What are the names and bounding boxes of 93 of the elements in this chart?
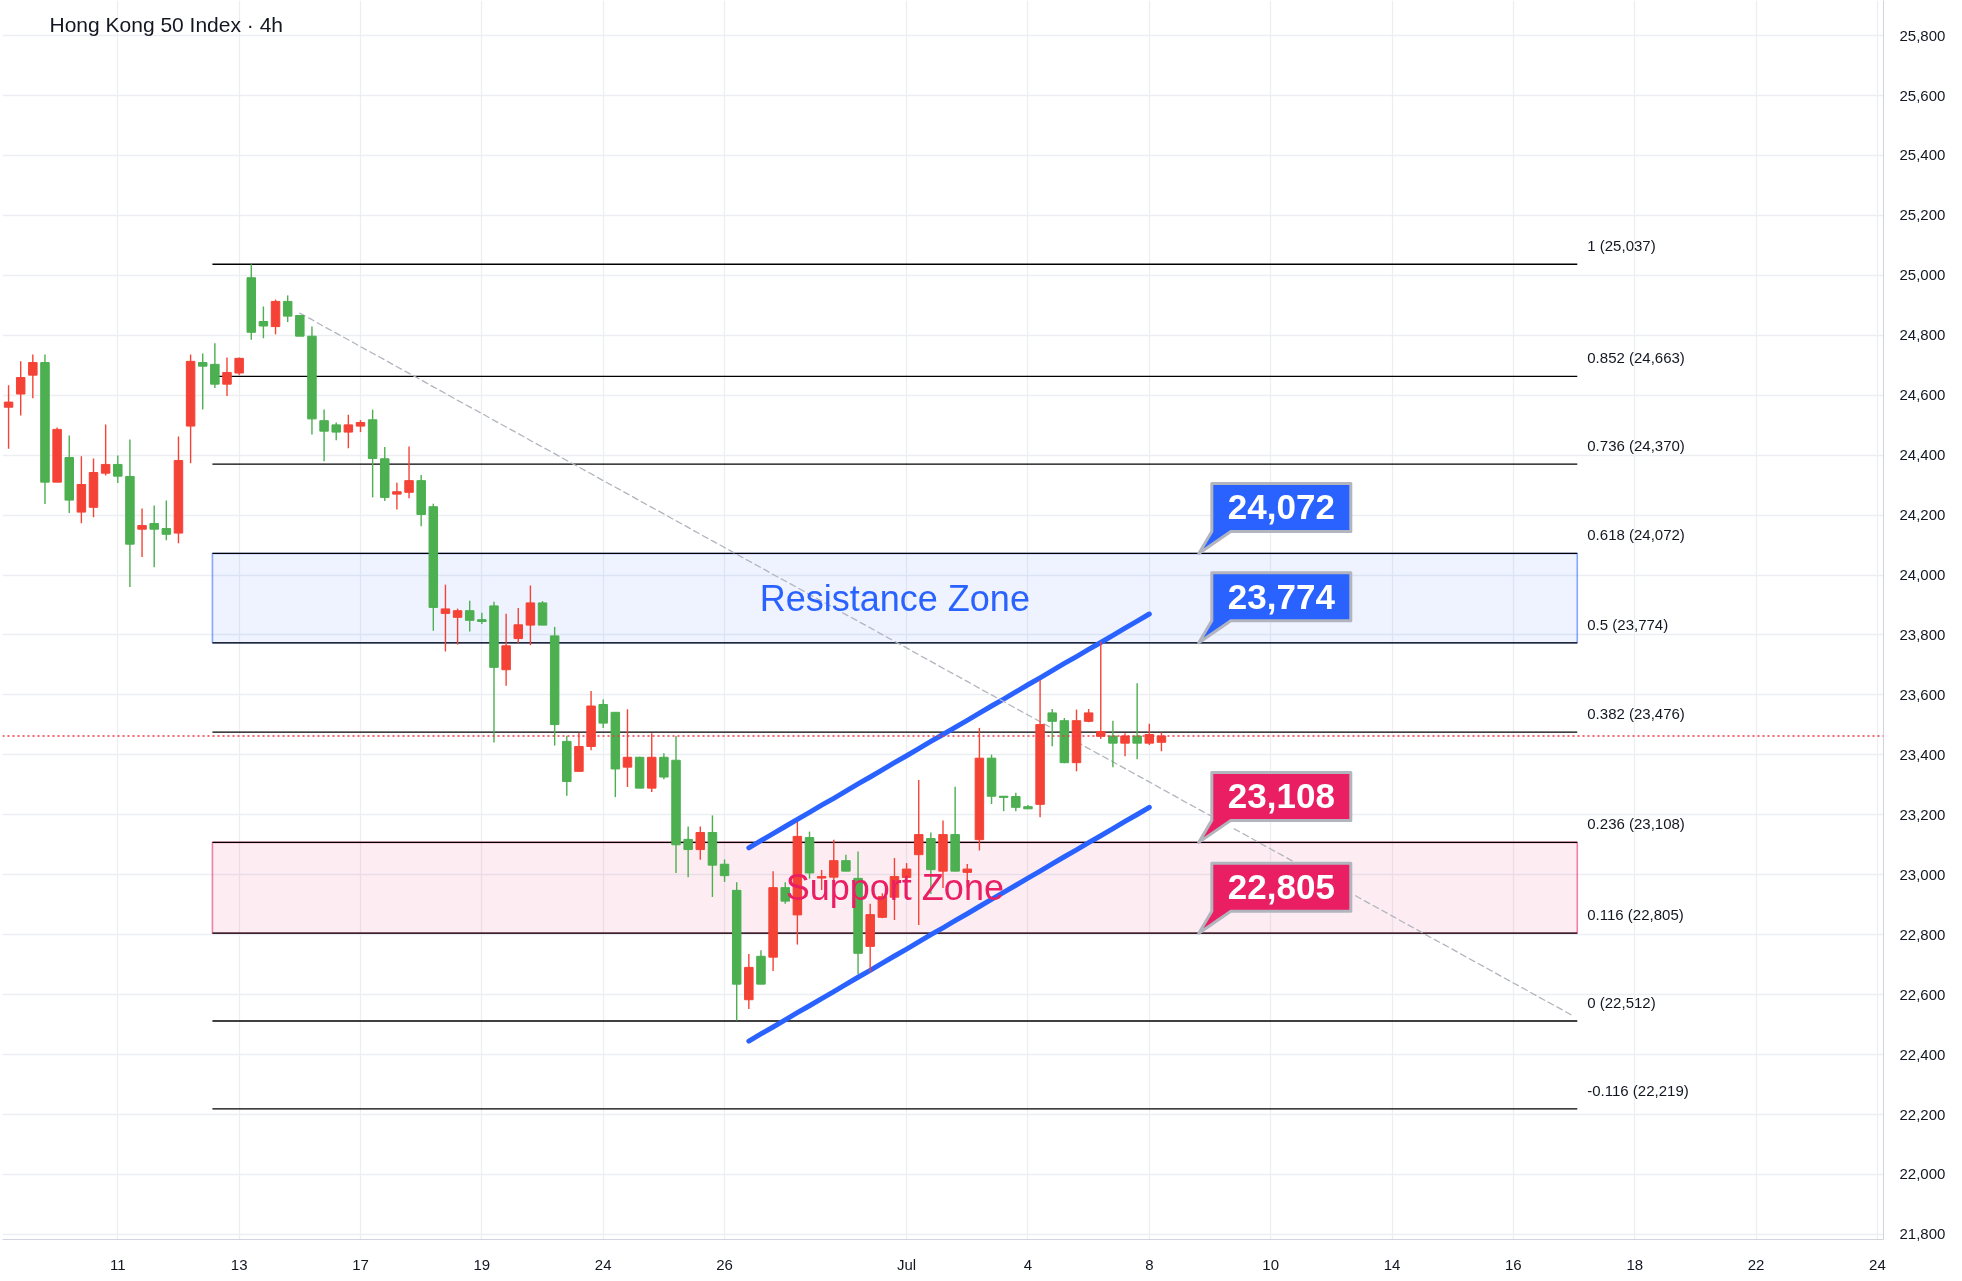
- ref-line-label: 0.852 (24,663): [1587, 349, 1685, 367]
- candlestick: [622, 708, 633, 788]
- candlestick: [1156, 731, 1167, 752]
- x-tick-label: 17: [352, 1255, 369, 1273]
- x-tick-label: 13: [230, 1255, 248, 1273]
- band-label: Resistance Zone: [759, 577, 1030, 619]
- y-tick-label: 22,800: [1899, 925, 1946, 943]
- x-tick-label: 18: [1626, 1255, 1644, 1273]
- candlestick: [392, 482, 402, 511]
- candlestick: [440, 583, 451, 653]
- candlestick: [1132, 682, 1142, 761]
- candlestick: [464, 600, 475, 633]
- candlestick: [404, 445, 414, 500]
- candlestick: [683, 825, 693, 878]
- x-tick-label: 22: [1747, 1255, 1765, 1273]
- y-tick-label: 25,200: [1899, 206, 1946, 224]
- y-tick-label: 23,400: [1899, 745, 1946, 763]
- candlestick: [525, 584, 536, 646]
- x-tick-label: 11: [110, 1255, 126, 1273]
- ref-line-label: 0.618 (24,072): [1587, 526, 1685, 544]
- candlestick: [452, 607, 463, 646]
- x-tick-label: 19: [473, 1255, 491, 1273]
- ref-line-label: 0.236 (23,108): [1587, 815, 1685, 833]
- x-tick-label: 24: [594, 1255, 612, 1273]
- ref-line-label: 0.5 (23,774): [1587, 615, 1669, 633]
- x-tick-label: 10: [1262, 1255, 1279, 1273]
- y-tick-label: 24,600: [1899, 386, 1946, 404]
- ref-line-label: 0.382 (23,476): [1587, 705, 1685, 723]
- candlestick: [1108, 720, 1118, 768]
- candlestick: [1011, 791, 1021, 812]
- candlestick: [15, 360, 26, 417]
- y-tick-label: 22,000: [1899, 1165, 1946, 1183]
- ref-line-label: 0.736 (24,370): [1587, 437, 1685, 455]
- y-tick-label: 24,200: [1899, 506, 1946, 524]
- y-tick-label: 25,800: [1899, 26, 1946, 44]
- y-tick-label: 22,400: [1899, 1045, 1946, 1063]
- candlestick: [501, 613, 511, 687]
- x-tick-label: 14: [1383, 1255, 1401, 1273]
- candlestick: [295, 314, 305, 337]
- candlestick: [258, 305, 269, 339]
- candlestick: [28, 353, 38, 399]
- candlestick: [1144, 723, 1155, 746]
- x-tick-label: 24: [1869, 1255, 1886, 1273]
- candlestick: [659, 752, 669, 780]
- candlestick: [1096, 640, 1106, 740]
- y-tick-label: 25,000: [1899, 266, 1946, 284]
- y-tick-label: 23,200: [1899, 805, 1946, 823]
- x-tick-label: Jul: [897, 1255, 917, 1273]
- text: Hong Kong 50 Index · 4h: [49, 13, 284, 36]
- x-tick-label: 16: [1505, 1255, 1522, 1273]
- annotation: 22,805: [1227, 867, 1335, 907]
- candlestick: [319, 408, 329, 462]
- y-tick-label: 25,600: [1899, 86, 1946, 104]
- ref-line-label: -0.116 (22,219): [1587, 1081, 1689, 1099]
- candlestick: [113, 454, 123, 484]
- candlestick: [161, 499, 172, 541]
- ref-line-label: 0.116 (22,805): [1587, 906, 1684, 924]
- candlestick: [598, 698, 608, 729]
- candlestick: [3, 384, 14, 450]
- y-tick-label: 23,000: [1899, 865, 1946, 883]
- candlestick: [343, 414, 354, 449]
- x-tick-label: 4: [1023, 1255, 1033, 1273]
- x-tick-label: 26: [716, 1255, 733, 1273]
- candlestick: [1120, 732, 1130, 758]
- candlestick: [537, 600, 548, 626]
- y-tick-label: 22,600: [1899, 985, 1946, 1003]
- y-tick-label: 22,200: [1899, 1105, 1946, 1123]
- candlestick: [137, 507, 147, 558]
- candlestick: [282, 294, 293, 323]
- y-tick-label: 24,000: [1899, 566, 1946, 584]
- candlestick: [100, 423, 111, 477]
- candlestick: [222, 356, 232, 397]
- y-tick-label: 23,600: [1899, 685, 1946, 703]
- y-tick-label: 25,400: [1899, 146, 1946, 164]
- x-tick-label: 8: [1145, 1255, 1154, 1273]
- annotation: 24,072: [1227, 487, 1335, 527]
- ref-line-label: 0 (22,512): [1587, 994, 1656, 1012]
- annotation: 23,108: [1227, 776, 1335, 816]
- ref-line-label: 1 (25,037): [1587, 237, 1656, 255]
- candlestick: [210, 342, 220, 389]
- candlestick: [695, 825, 706, 861]
- candlestick: [719, 858, 730, 883]
- candlestick: [477, 612, 487, 625]
- y-tick-label: 24,400: [1899, 446, 1946, 464]
- y-tick-label: 24,800: [1899, 326, 1946, 344]
- annotation: 23,774: [1227, 576, 1336, 616]
- candlestick: [1047, 708, 1057, 747]
- candlestick: [149, 504, 159, 568]
- candlestick: [197, 352, 208, 411]
- candlestick: [513, 607, 524, 644]
- y-tick-label: 23,800: [1899, 625, 1946, 643]
- candlestick: [913, 779, 924, 926]
- y-tick-label: 21,800: [1899, 1225, 1946, 1243]
